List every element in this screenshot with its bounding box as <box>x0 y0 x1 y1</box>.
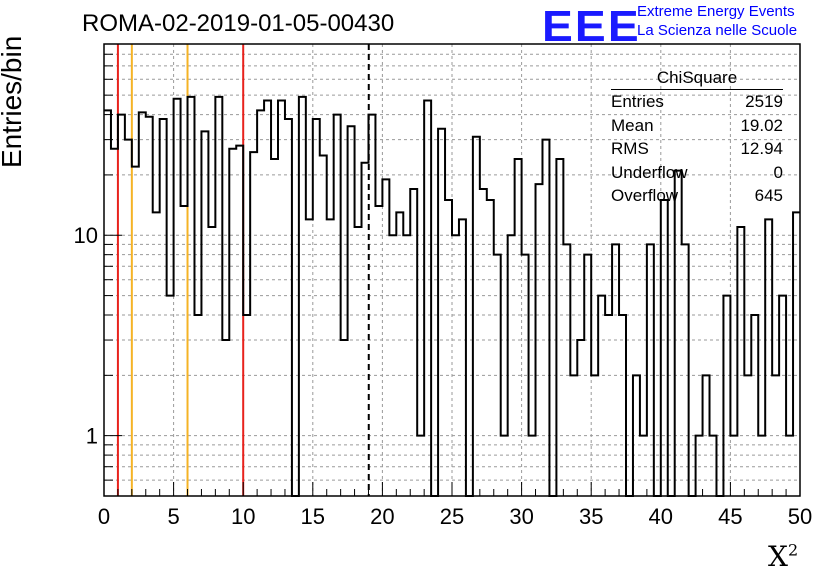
stats-label: Underflow <box>611 162 688 182</box>
y-tick-label: 1 <box>86 424 98 449</box>
stats-box: ChiSquare Entries 2519 Mean 19.02 RMS 12… <box>611 68 783 210</box>
x-tick-label: 10 <box>231 504 255 529</box>
stats-label: RMS <box>611 139 649 158</box>
eee-logo: EEE <box>542 2 641 51</box>
plot-title: ROMA-02-2019-01-05-00430 <box>82 10 395 37</box>
x-tick-label: 25 <box>440 504 464 529</box>
stats-label: Entries <box>611 92 664 111</box>
x-axis-label: X2 <box>768 540 799 573</box>
axis-tick-labels: 0 5 10 15 20 25 30 35 40 45 50 1 10 <box>74 223 813 529</box>
x-tick-label: 45 <box>718 504 742 529</box>
x-tick-label: 35 <box>579 504 603 529</box>
stats-value: 645 <box>754 186 783 205</box>
x-tick-label: 20 <box>370 504 394 529</box>
stats-label: Mean <box>611 115 654 135</box>
stats-value: 0 <box>773 162 783 182</box>
histogram-line <box>104 95 800 497</box>
logo-subtitle-2: La Scienza nelle Scuole <box>637 22 798 39</box>
logo-subtitle-1: Extreme Energy Events <box>637 3 795 20</box>
stats-value: 2519 <box>745 92 783 111</box>
axis-ticks <box>103 53 801 496</box>
grid <box>104 44 800 496</box>
stats-title: ChiSquare <box>611 68 783 90</box>
stats-row-rms: RMS 12.94 <box>611 139 783 163</box>
stats-row-underflow: Underflow 0 <box>611 163 783 187</box>
x-tick-label: 30 <box>509 504 533 529</box>
stats-row-entries: Entries 2519 <box>611 92 783 116</box>
y-tick-label: 10 <box>74 223 98 248</box>
stats-label: Overflow <box>611 186 679 205</box>
stats-row-mean: Mean 19.02 <box>611 116 783 140</box>
y-axis-label: Entries/bin <box>0 35 27 168</box>
x-tick-label: 5 <box>167 504 179 529</box>
x-tick-label: 50 <box>788 504 812 529</box>
x-tick-label: 15 <box>301 504 325 529</box>
stats-value: 19.02 <box>740 115 783 135</box>
x-tick-label: 0 <box>98 504 110 529</box>
x-tick-label: 40 <box>649 504 673 529</box>
stats-value: 12.94 <box>740 139 783 158</box>
stats-row-overflow: Overflow 645 <box>611 186 783 210</box>
